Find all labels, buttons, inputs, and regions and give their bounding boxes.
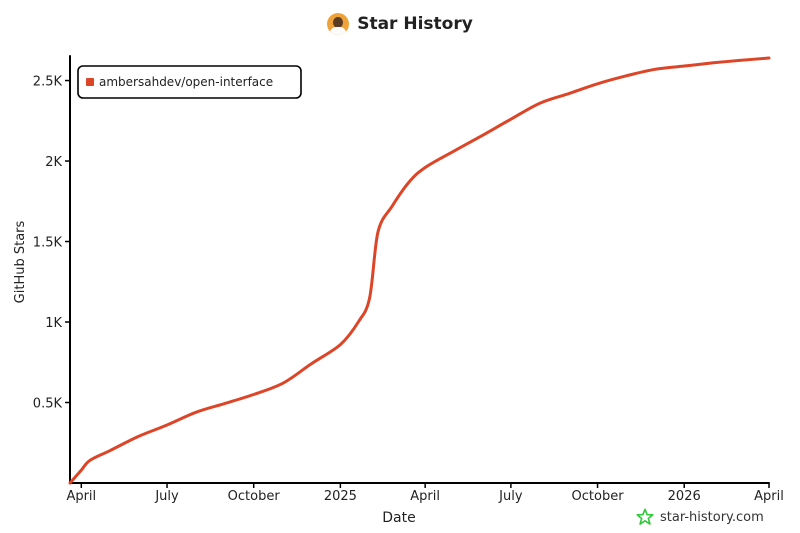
legend-swatch	[86, 78, 94, 86]
x-tick-label: October	[228, 489, 281, 504]
x-tick-label: 2025	[324, 489, 357, 504]
y-tick-label: 2K	[45, 155, 62, 170]
chart-legend[interactable]: ambersahdev/open-interface	[77, 65, 302, 99]
legend-box	[77, 65, 302, 99]
x-tick-label: October	[572, 489, 625, 504]
chart-title: Star History	[357, 14, 473, 34]
y-tick-label: 2.5K	[33, 75, 63, 90]
x-tick-label: April	[66, 489, 96, 504]
x-tick-label: April	[410, 489, 440, 504]
x-tick-label: 2026	[668, 489, 701, 504]
y-axis-ticks: 0.5K 1K 1.5K 2K 2.5K	[33, 75, 70, 412]
y-tick-label: 1K	[45, 316, 62, 331]
user-avatar-icon	[327, 13, 350, 35]
watermark-text: star-history.com	[660, 509, 764, 525]
x-tick-label: July	[154, 489, 179, 504]
y-axis-label: GitHub Stars	[13, 220, 28, 303]
star-icon	[636, 508, 654, 525]
chart-axes	[69, 55, 770, 484]
y-tick-label: 1.5K	[33, 236, 63, 251]
watermark[interactable]: star-history.com	[636, 508, 764, 526]
series-line	[68, 56, 771, 485]
chart-header: Star History	[0, 10, 800, 38]
y-tick-label: 0.5K	[33, 397, 63, 412]
x-tick-label: April	[754, 489, 784, 504]
x-axis-ticks: April July October 2025 April July October 2026…	[66, 483, 784, 504]
x-axis-label: Date	[382, 510, 415, 526]
legend-label: ambersahdev/open-interface	[99, 75, 273, 89]
series-layer	[68, 56, 771, 485]
x-tick-label: July	[498, 489, 523, 504]
